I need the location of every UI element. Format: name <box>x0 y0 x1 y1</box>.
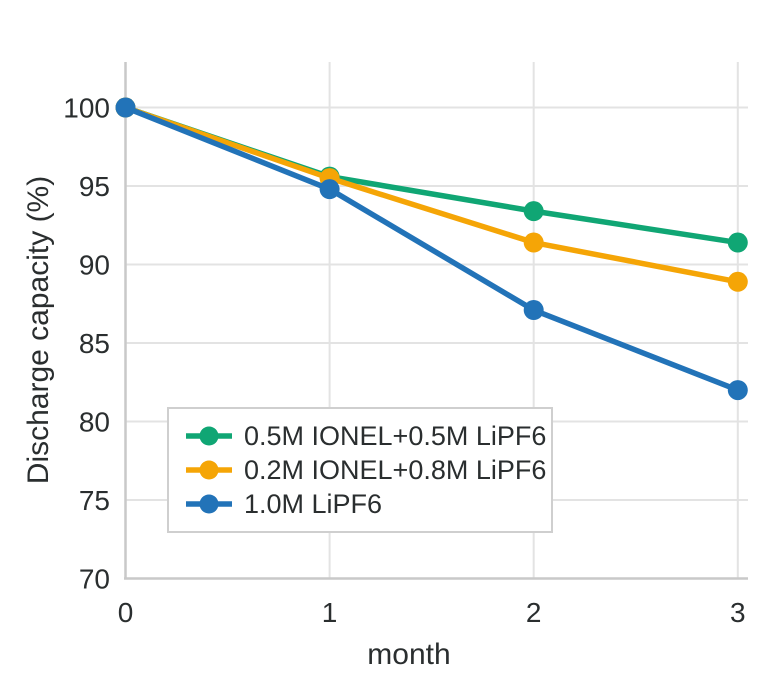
legend-item-1: 0.2M IONEL+0.8M LiPF6 <box>186 454 551 485</box>
data-point-s1-m2 <box>523 232 544 253</box>
y-tick-label: 90 <box>79 250 110 281</box>
legend-marker-icon <box>186 460 232 480</box>
legend-item-0: 0.5M IONEL+0.5M LiPF6 <box>186 420 551 451</box>
legend-marker-icon <box>186 494 232 514</box>
data-point-s2-m0 <box>115 97 136 118</box>
data-point-s1-m3 <box>727 271 748 292</box>
y-tick-label: 70 <box>79 564 110 595</box>
y-tick-label: 100 <box>63 93 110 124</box>
series-line-2 <box>122 104 741 393</box>
data-point-s2-m3 <box>727 380 748 401</box>
x-tick-label: 3 <box>730 597 746 628</box>
data-point-s2-m1 <box>319 179 340 200</box>
x-tick-label: 2 <box>526 597 542 628</box>
legend: 0.5M IONEL+0.5M LiPF6 0.2M IONEL+0.8M Li… <box>167 407 553 533</box>
y-tick-label: 75 <box>79 485 110 516</box>
x-tick-label: 0 <box>118 597 134 628</box>
series-line-0 <box>122 104 741 246</box>
x-tick-label: 1 <box>322 597 338 628</box>
legend-label: 0.5M IONEL+0.5M LiPF6 <box>244 420 547 451</box>
data-point-s0-m3 <box>727 232 748 253</box>
legend-label: 1.0M LiPF6 <box>244 488 383 519</box>
x-axis-label: month <box>367 638 451 671</box>
legend-item-2: 1.0M LiPF6 <box>186 488 551 519</box>
y-axis-label: Discharge capacity (%) <box>22 175 55 485</box>
series-line-1 <box>122 104 741 285</box>
legend-marker-icon <box>186 426 232 446</box>
y-tick-label: 80 <box>79 407 110 438</box>
legend-label: 0.2M IONEL+0.8M LiPF6 <box>244 454 547 485</box>
data-point-s2-m2 <box>523 300 544 321</box>
data-point-s0-m2 <box>523 201 544 222</box>
y-tick-label: 95 <box>79 171 110 202</box>
y-tick-label: 85 <box>79 328 110 359</box>
